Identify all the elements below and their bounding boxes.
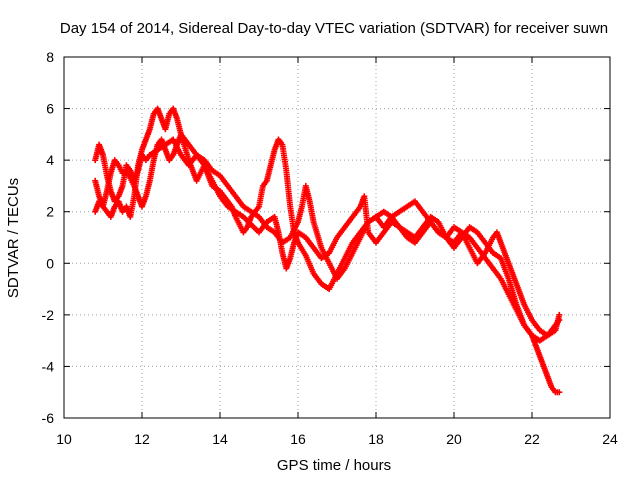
chart-title: Day 154 of 2014, Sidereal Day-to-day VTE… [60,20,608,37]
data-point [556,389,563,396]
x-tick-label: 14 [212,431,228,447]
x-tick-label: 24 [602,431,618,447]
y-tick-label: 8 [46,49,54,65]
y-tick-labels: -6 -4 -2 0 2 4 6 8 [42,49,55,426]
y-tick-label: 0 [46,255,54,271]
y-tick-label: -4 [42,358,55,374]
x-tick-label: 20 [446,431,462,447]
y-tick-label: -6 [42,410,55,426]
x-tick-label: 10 [56,431,72,447]
grid [64,57,610,418]
x-tick-label: 18 [368,431,384,447]
y-tick-label: 6 [46,101,54,117]
x-tick-label: 12 [134,431,150,447]
y-tick-label: 2 [46,204,54,220]
x-tick-label: 16 [290,431,306,447]
x-axis-label: GPS time / hours [277,457,391,474]
data-point [556,311,563,318]
x-tick-label: 22 [524,431,540,447]
data-points [92,105,563,396]
x-tick-labels: 10 12 14 16 18 20 22 24 [56,431,618,447]
series-track-C [92,136,563,339]
plot-frame [63,56,611,419]
axis-ticks [63,56,611,419]
y-tick-label: -2 [42,307,55,323]
y-axis-label: SDTVAR / TECUs [5,178,22,298]
y-tick-label: 4 [46,152,54,168]
